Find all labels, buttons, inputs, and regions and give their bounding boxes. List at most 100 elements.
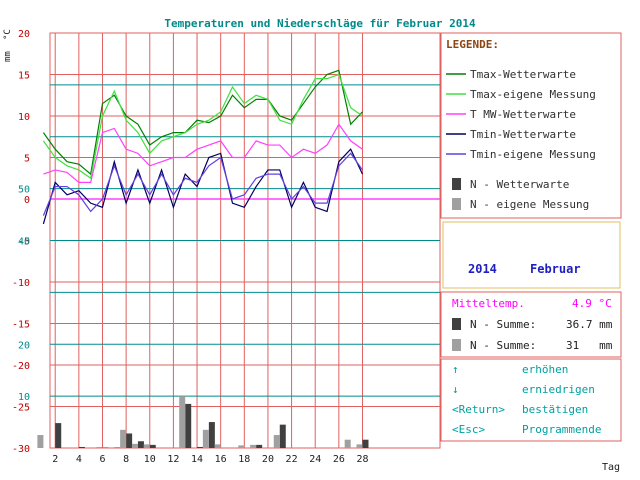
- precip-bar: [179, 396, 186, 448]
- precip-bar: [149, 444, 156, 448]
- precip-bar: [143, 444, 150, 448]
- help-action: Programmende: [522, 423, 601, 436]
- stats-box: [440, 291, 622, 358]
- legend-box: [440, 32, 622, 219]
- precip-bar: [356, 444, 363, 448]
- sum1-label: N - Summe:: [470, 318, 536, 331]
- help-action: erniedrigen: [522, 383, 595, 396]
- x-tick-label: 14: [191, 454, 203, 465]
- series-line: [43, 123, 363, 183]
- y-tick-label: -25: [12, 403, 30, 414]
- precip-bar: [344, 439, 351, 448]
- x-axis-ticks: 2 4 6 8 10 12 14 16 18 20 22 24 26 28: [52, 454, 368, 465]
- legend-heading: LEGENDE:: [446, 38, 499, 51]
- help-action: bestätigen: [522, 403, 588, 416]
- precipitation-bars: [37, 396, 369, 448]
- y-tick-label: 5: [24, 154, 30, 165]
- precip-bar: [120, 429, 127, 448]
- legend-label: N - Wetterwarte: [470, 178, 569, 191]
- precip-bar: [208, 422, 215, 448]
- x-tick-label: 8: [123, 454, 129, 465]
- x-tick-label: 18: [238, 454, 250, 465]
- chart-title: Temperaturen und Niederschläge für Febru…: [164, 17, 476, 30]
- plot-grid: [49, 32, 441, 449]
- date-box: [442, 221, 621, 289]
- precip-bar: [137, 441, 144, 448]
- info-year[interactable]: 2014: [468, 262, 497, 276]
- legend-entries: Tmax-Wetterwarte Tmax-eigene Messung T MW-…: [446, 68, 596, 211]
- y-tick-label-prec: 40: [18, 237, 30, 248]
- precip-bar: [96, 446, 103, 448]
- series-line: [42, 148, 364, 225]
- info-month[interactable]: Februar: [530, 262, 581, 276]
- precip-bar: [279, 424, 286, 448]
- x-tick-label: 6: [99, 454, 105, 465]
- legend-bar-swatch: [452, 178, 461, 190]
- y-tick-label-prec: 10: [18, 392, 30, 403]
- series-line: [42, 69, 363, 176]
- precip-bar: [37, 435, 44, 448]
- sum1-swatch: [452, 318, 461, 330]
- precip-bar: [126, 433, 133, 448]
- y-tick-label: -5: [18, 237, 30, 248]
- help-key: ↑: [452, 363, 459, 376]
- x-tick-label: 20: [262, 454, 274, 465]
- x-tick-label: 24: [309, 454, 321, 465]
- precip-bar: [131, 443, 138, 448]
- precip-bar: [185, 403, 192, 448]
- mean-temp-label: Mitteltemp.: [452, 297, 525, 310]
- x-tick-label: 22: [286, 454, 298, 465]
- precip-bar: [256, 444, 263, 448]
- sum1-value: 36.7 mm: [566, 318, 613, 331]
- series-line: [42, 73, 363, 180]
- x-tick-label: 2: [52, 454, 58, 465]
- help-key: <Return>: [452, 403, 505, 416]
- y-tick-label-prec: 20: [18, 340, 30, 351]
- prec-unit-label: mm: [3, 51, 13, 62]
- y-tick-label: 20: [18, 29, 30, 40]
- sum2-label: N - Summe:: [470, 339, 536, 352]
- precip-bar: [114, 447, 121, 448]
- y-tick-label-prec: 50: [18, 185, 30, 196]
- series-line: [42, 152, 363, 216]
- x-tick-label: 28: [356, 454, 368, 465]
- sum2-value: 31 mm: [566, 339, 613, 352]
- legend-label: Tmin-eigene Messung: [470, 148, 596, 161]
- help-key: ↓: [452, 383, 459, 396]
- help-entries: ↑ erhöhen ↓ erniedrigen <Return> bestätigen <E…: [452, 363, 601, 436]
- x-tick-label: 16: [215, 454, 227, 465]
- precip-bar: [202, 429, 209, 448]
- precip-bar: [238, 445, 245, 448]
- legend-label: N - eigene Messung: [470, 198, 589, 211]
- y-tick-label: 0: [24, 195, 30, 206]
- mean-temp-value: 4.9 °C: [572, 297, 612, 310]
- precip-bar: [214, 444, 221, 448]
- precip-bar: [197, 446, 204, 448]
- y-tick-label: -30: [12, 444, 30, 455]
- y-tick-label: -10: [12, 278, 30, 289]
- legend-label: Tmax-Wetterwarte: [470, 68, 576, 81]
- sum2-swatch: [452, 339, 461, 351]
- legend-label: Tmin-Wetterwarte: [470, 128, 576, 141]
- help-key: <Esc>: [452, 423, 485, 436]
- y-tick-label: 15: [18, 71, 30, 82]
- precip-bar: [102, 447, 109, 448]
- temperature-lines: [42, 69, 364, 225]
- x-tick-label: 12: [167, 454, 179, 465]
- y-tick-label: 10: [18, 112, 30, 123]
- precip-bar: [78, 446, 85, 448]
- precip-bar: [55, 423, 62, 448]
- legend-label: T MW-Wetterwarte: [470, 108, 576, 121]
- x-tick-label: 10: [144, 454, 156, 465]
- y-tick-label: -20: [12, 361, 30, 372]
- temp-unit-label: °C: [3, 29, 13, 40]
- y-tick-label: -15: [12, 320, 30, 331]
- legend-label: Tmax-eigene Messung: [470, 88, 596, 101]
- precip-bar: [273, 435, 280, 448]
- x-tick-label: 4: [76, 454, 82, 465]
- x-axis-label: Tag: [602, 462, 620, 473]
- legend-bar-swatch: [452, 198, 461, 210]
- precip-bar: [250, 444, 257, 448]
